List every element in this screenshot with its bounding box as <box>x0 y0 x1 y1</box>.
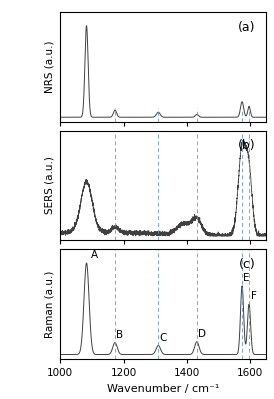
Text: F: F <box>251 291 257 301</box>
Text: D: D <box>198 329 206 339</box>
Y-axis label: NRS (a.u.): NRS (a.u.) <box>45 41 55 93</box>
Text: (a): (a) <box>238 21 255 34</box>
Y-axis label: Raman (a.u.): Raman (a.u.) <box>45 271 55 338</box>
Y-axis label: SERS (a.u.): SERS (a.u.) <box>45 156 55 215</box>
Text: B: B <box>116 330 123 340</box>
Text: E: E <box>243 273 250 283</box>
Text: C: C <box>159 333 167 343</box>
Text: (b): (b) <box>238 139 255 152</box>
Text: A: A <box>91 250 98 260</box>
Text: (c): (c) <box>239 258 255 271</box>
X-axis label: Wavenumber / cm⁻¹: Wavenumber / cm⁻¹ <box>107 384 219 394</box>
